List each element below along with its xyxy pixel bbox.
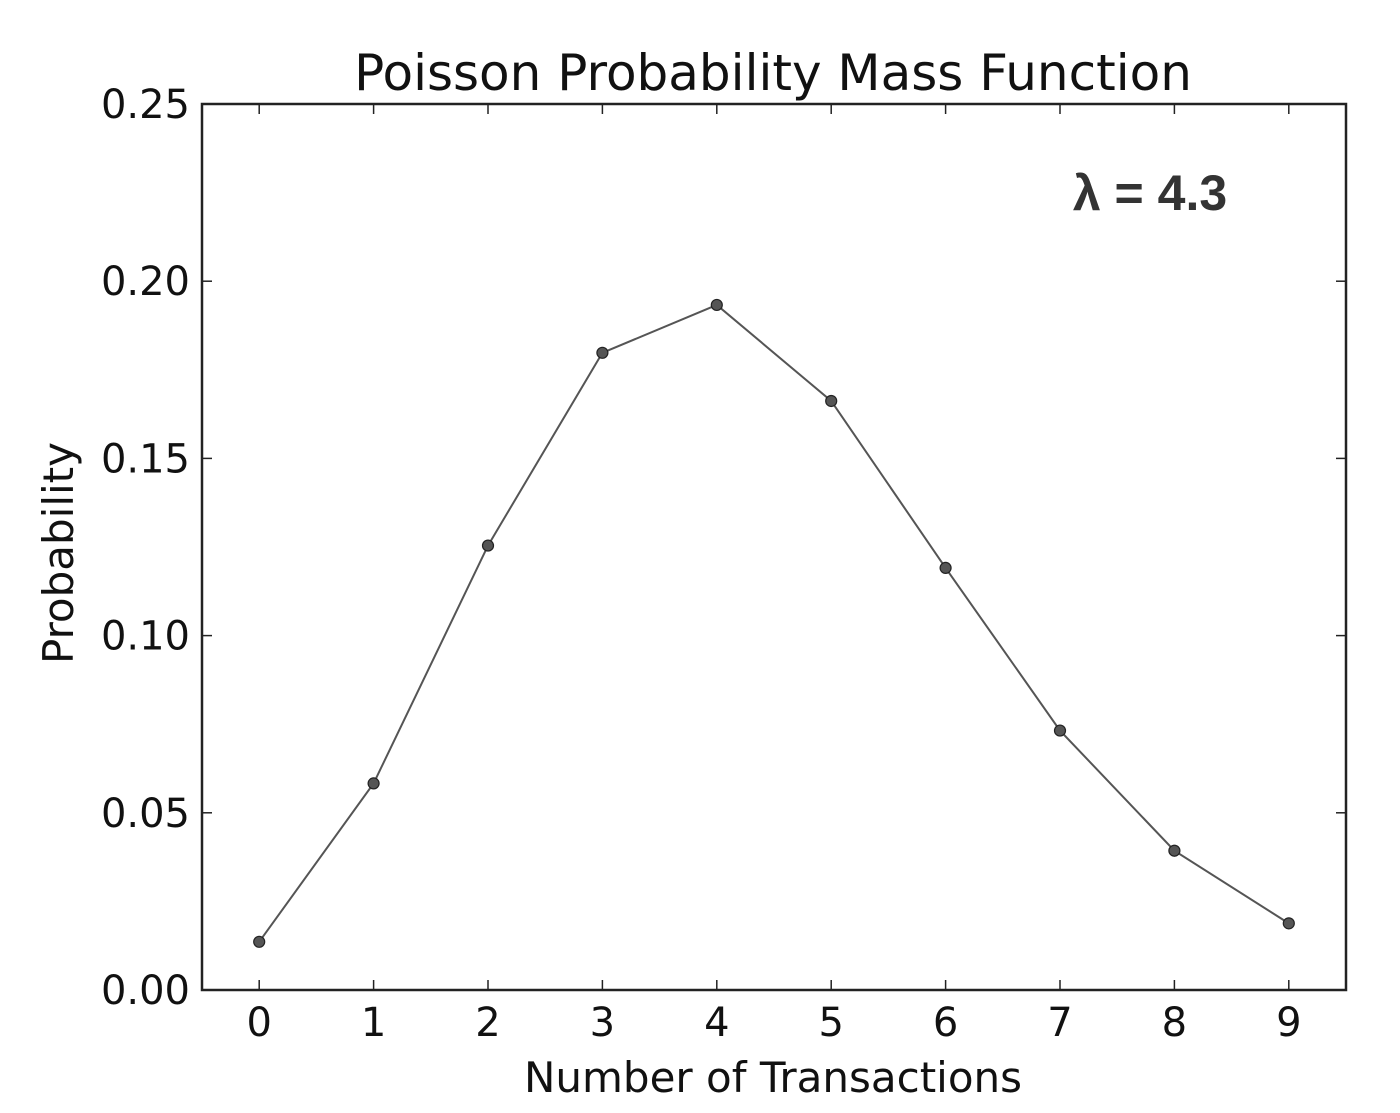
y-axis: 0.00 0.05 0.10 0.15 0.20 0.25 bbox=[101, 82, 1346, 1014]
x-tick-label: 8 bbox=[1162, 1000, 1187, 1046]
chart-title: Poisson Probability Mass Function bbox=[354, 44, 1192, 102]
y-tick-label: 0.00 bbox=[101, 968, 190, 1014]
x-tick-label: 0 bbox=[246, 1000, 271, 1046]
data-point bbox=[710, 298, 723, 312]
x-tick-label: 7 bbox=[1047, 1000, 1072, 1046]
x-tick-label: 6 bbox=[933, 1000, 958, 1046]
x-axis: 0 1 2 3 4 5 6 7 8 9 bbox=[246, 104, 1302, 1046]
plot-series bbox=[253, 298, 1295, 948]
x-tick-label: 1 bbox=[361, 1000, 386, 1046]
data-point bbox=[1053, 724, 1067, 737]
y-tick-label: 0.20 bbox=[101, 259, 190, 305]
x-tick-label: 5 bbox=[818, 1000, 843, 1046]
y-tick-label: 0.05 bbox=[101, 791, 190, 837]
data-point bbox=[481, 539, 495, 552]
data-point bbox=[1168, 844, 1181, 857]
x-tick-label: 4 bbox=[704, 1000, 729, 1046]
series-line bbox=[258, 303, 1290, 943]
data-point bbox=[253, 935, 266, 948]
y-tick-label: 0.15 bbox=[101, 436, 190, 482]
y-tick-label: 0.10 bbox=[101, 614, 190, 660]
data-point bbox=[825, 394, 838, 408]
data-point bbox=[367, 777, 380, 790]
x-tick-label: 3 bbox=[590, 1000, 615, 1046]
lambda-annotation: λ = 4.3 bbox=[1073, 165, 1227, 221]
x-axis-label: Number of Transactions bbox=[524, 1053, 1022, 1102]
data-point bbox=[1282, 917, 1295, 930]
x-tick-label: 9 bbox=[1276, 1000, 1301, 1046]
x-tick-label: 2 bbox=[475, 1000, 500, 1046]
plot-frame bbox=[200, 102, 1348, 992]
y-tick-label: 0.25 bbox=[101, 82, 190, 128]
data-point bbox=[596, 346, 609, 359]
data-point bbox=[939, 561, 952, 575]
y-axis-label: Probability bbox=[34, 442, 83, 664]
